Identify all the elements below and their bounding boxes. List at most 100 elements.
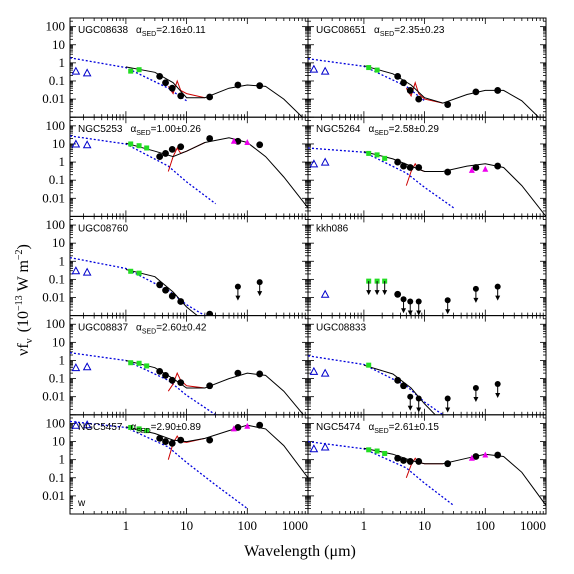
panel-ticks: [308, 215, 547, 317]
panel-label: UGC08833: [316, 323, 366, 334]
flux-point: [206, 382, 214, 390]
alpha-sed-value: =2.90±0.89: [151, 422, 202, 433]
flux-point: [400, 79, 407, 87]
iras-point: [244, 139, 251, 146]
flux-point: [406, 87, 414, 94]
y-tick-label: 0.01: [42, 190, 65, 205]
y-tick-label: 10: [52, 136, 65, 151]
sed-panel: 100 10 1 0.1 0.01 NGC5253 αSED=1.00±0.26: [42, 116, 309, 217]
flux-point: [394, 290, 402, 298]
alpha-sed-value: =2.58±0.29: [389, 124, 440, 135]
y-tick-label: 0.01: [42, 389, 65, 404]
flux-point: [162, 438, 169, 445]
y-tick-label: 100: [46, 19, 66, 34]
y-tick-label: 1: [59, 55, 66, 70]
alpha-sed-subscript: SED: [136, 130, 150, 137]
upper-limit-arrowhead: [495, 393, 501, 399]
upper-limit-arrowhead: [235, 295, 241, 301]
uv-triangle-point: [71, 420, 81, 429]
x-tick-label: 10: [418, 518, 431, 533]
flux-point: [472, 164, 480, 171]
panel-label: kkh086: [316, 223, 349, 234]
optical-nir-point: [374, 67, 380, 73]
galaxy-name: UGC08651: [316, 25, 366, 36]
flux-point: [444, 101, 452, 108]
y-tick-label: 100: [46, 415, 66, 430]
galaxy-name: UGC08837: [78, 323, 128, 334]
optical-nir-point: [128, 424, 134, 430]
total-model-line: [125, 137, 308, 209]
dust-model-line: [167, 371, 205, 392]
y-tick-label: 10: [52, 235, 65, 250]
panel-plot-area: [308, 440, 546, 506]
iras-point: [482, 165, 489, 172]
stellar-model-line: [308, 147, 454, 209]
iras-point: [230, 425, 237, 432]
upper-limit-arrowhead: [445, 407, 451, 413]
y-axis-title-main: νf: [15, 343, 32, 356]
flux-point: [168, 84, 176, 92]
panel-plot-area: [70, 420, 308, 510]
galaxy-name: NGC5474: [316, 422, 361, 433]
flux-point: [394, 72, 402, 80]
optical-nir-point: [366, 150, 372, 156]
optical-nir-point: [374, 448, 380, 454]
iras-point: [244, 422, 251, 429]
flux-point: [168, 376, 176, 384]
flux-point: [156, 367, 164, 375]
optical-nir-point: [128, 68, 134, 74]
optical-nir-point: [136, 67, 142, 73]
y-axis-title-tail: W m: [15, 260, 32, 296]
flux-point: [472, 88, 480, 96]
y-tick-label: 1: [59, 154, 66, 169]
flux-point: [394, 376, 402, 384]
sed-panel: 100 10 1 0.1 0.01 UGC08638 αSED=2.16±0.11: [42, 17, 309, 118]
flux-point: [162, 150, 169, 157]
optical-nir-point: [144, 145, 150, 151]
galaxy-name: UGC08760: [78, 223, 128, 234]
upper-limit-arrowhead: [366, 290, 372, 296]
uv-triangle-point: [71, 66, 81, 75]
dust-model-line: [405, 81, 444, 104]
uv-triangle-point: [320, 157, 330, 166]
uv-triangle-point: [309, 366, 319, 375]
alpha-sed-subscript: SED: [142, 329, 156, 336]
flux-point: [394, 158, 402, 166]
y-tick-label: 1: [59, 452, 66, 467]
alpha-sed-symbol: α: [374, 25, 380, 36]
stellar-model-line: [308, 355, 444, 415]
alpha-sed-symbol: α: [368, 124, 374, 135]
total-model-line: [363, 364, 436, 415]
panel-plot-area: [308, 147, 546, 217]
total-model-line: [363, 65, 540, 118]
flux-point: [494, 87, 502, 94]
panel-ticks: [308, 116, 547, 217]
upper-limit-arrowhead: [473, 297, 479, 303]
panel-ticks: [70, 215, 309, 317]
uv-triangle-point: [320, 442, 330, 451]
sed-panel: 1 10 100 1000 NGC5474 αSED=2.61±0.15: [307, 414, 547, 533]
panel-label: NGC5457 αSED=2.90±0.89: [78, 422, 201, 435]
alpha-sed-symbol: α: [136, 25, 142, 36]
uv-triangle-point: [71, 266, 81, 275]
alpha-sed-symbol: α: [368, 422, 374, 433]
panel-plot-area: [70, 256, 263, 316]
uv-triangle-point: [82, 420, 92, 429]
alpha-sed-value: =1.00±0.26: [151, 124, 202, 135]
optical-nir-point: [128, 141, 134, 147]
flux-point: [472, 453, 480, 460]
upper-limit-arrowhead: [382, 290, 388, 296]
flux-point: [234, 81, 242, 89]
stellar-model-line: [308, 440, 454, 506]
y-tick-label: 10: [52, 334, 65, 349]
panel-label: UGC08760: [78, 223, 128, 234]
upper-limit-arrowhead: [401, 308, 407, 314]
uv-triangle-point: [82, 267, 92, 276]
panel-label: NGC5264 αSED=2.58±0.29: [316, 124, 439, 137]
optical-nir-point: [366, 362, 372, 368]
panel-label: NGC5474 αSED=2.61±0.15: [316, 422, 439, 435]
y-axis-title: νfν (10−13 W m−2): [14, 244, 35, 356]
flux-point: [156, 153, 164, 161]
optical-nir-point: [128, 360, 134, 366]
